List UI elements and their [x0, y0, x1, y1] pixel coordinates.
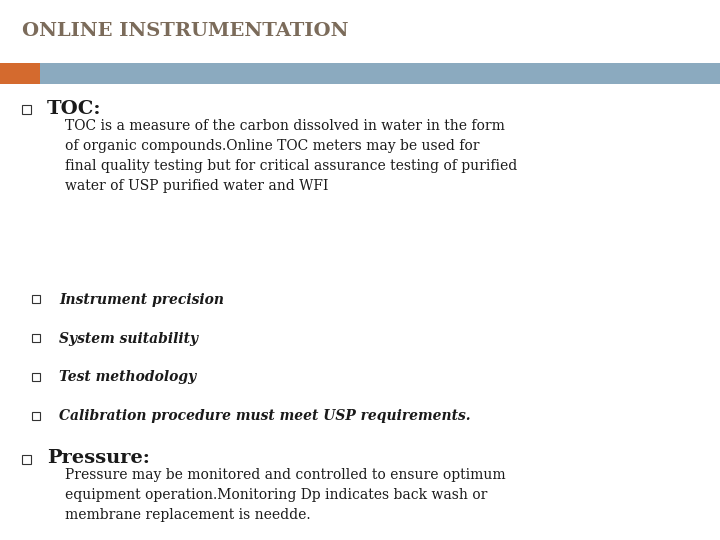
Bar [0, 63, 40, 84]
Text: ONLINE INSTRUMENTATION: ONLINE INSTRUMENTATION [22, 22, 348, 39]
Bar [22, 455, 31, 464]
Bar [32, 334, 40, 342]
Bar [32, 295, 40, 303]
Text: Test methodology: Test methodology [59, 370, 197, 384]
Text: TOC:: TOC: [47, 100, 102, 118]
Text: System suitability: System suitability [59, 332, 198, 346]
Text: Instrument precision: Instrument precision [59, 293, 224, 307]
Bar [32, 373, 40, 381]
Bar [32, 411, 40, 420]
Text: TOC is a measure of the carbon dissolved in water in the form
of organic compoun: TOC is a measure of the carbon dissolved… [65, 119, 517, 193]
Text: Pressure:: Pressure: [47, 449, 150, 468]
Text: Calibration procedure must meet USP requirements.: Calibration procedure must meet USP requ… [59, 409, 471, 423]
Text: Pressure may be monitored and controlled to ensure optimum
equipment operation.M: Pressure may be monitored and controlled… [65, 468, 505, 522]
Bar [22, 105, 31, 114]
Bar [40, 63, 720, 84]
